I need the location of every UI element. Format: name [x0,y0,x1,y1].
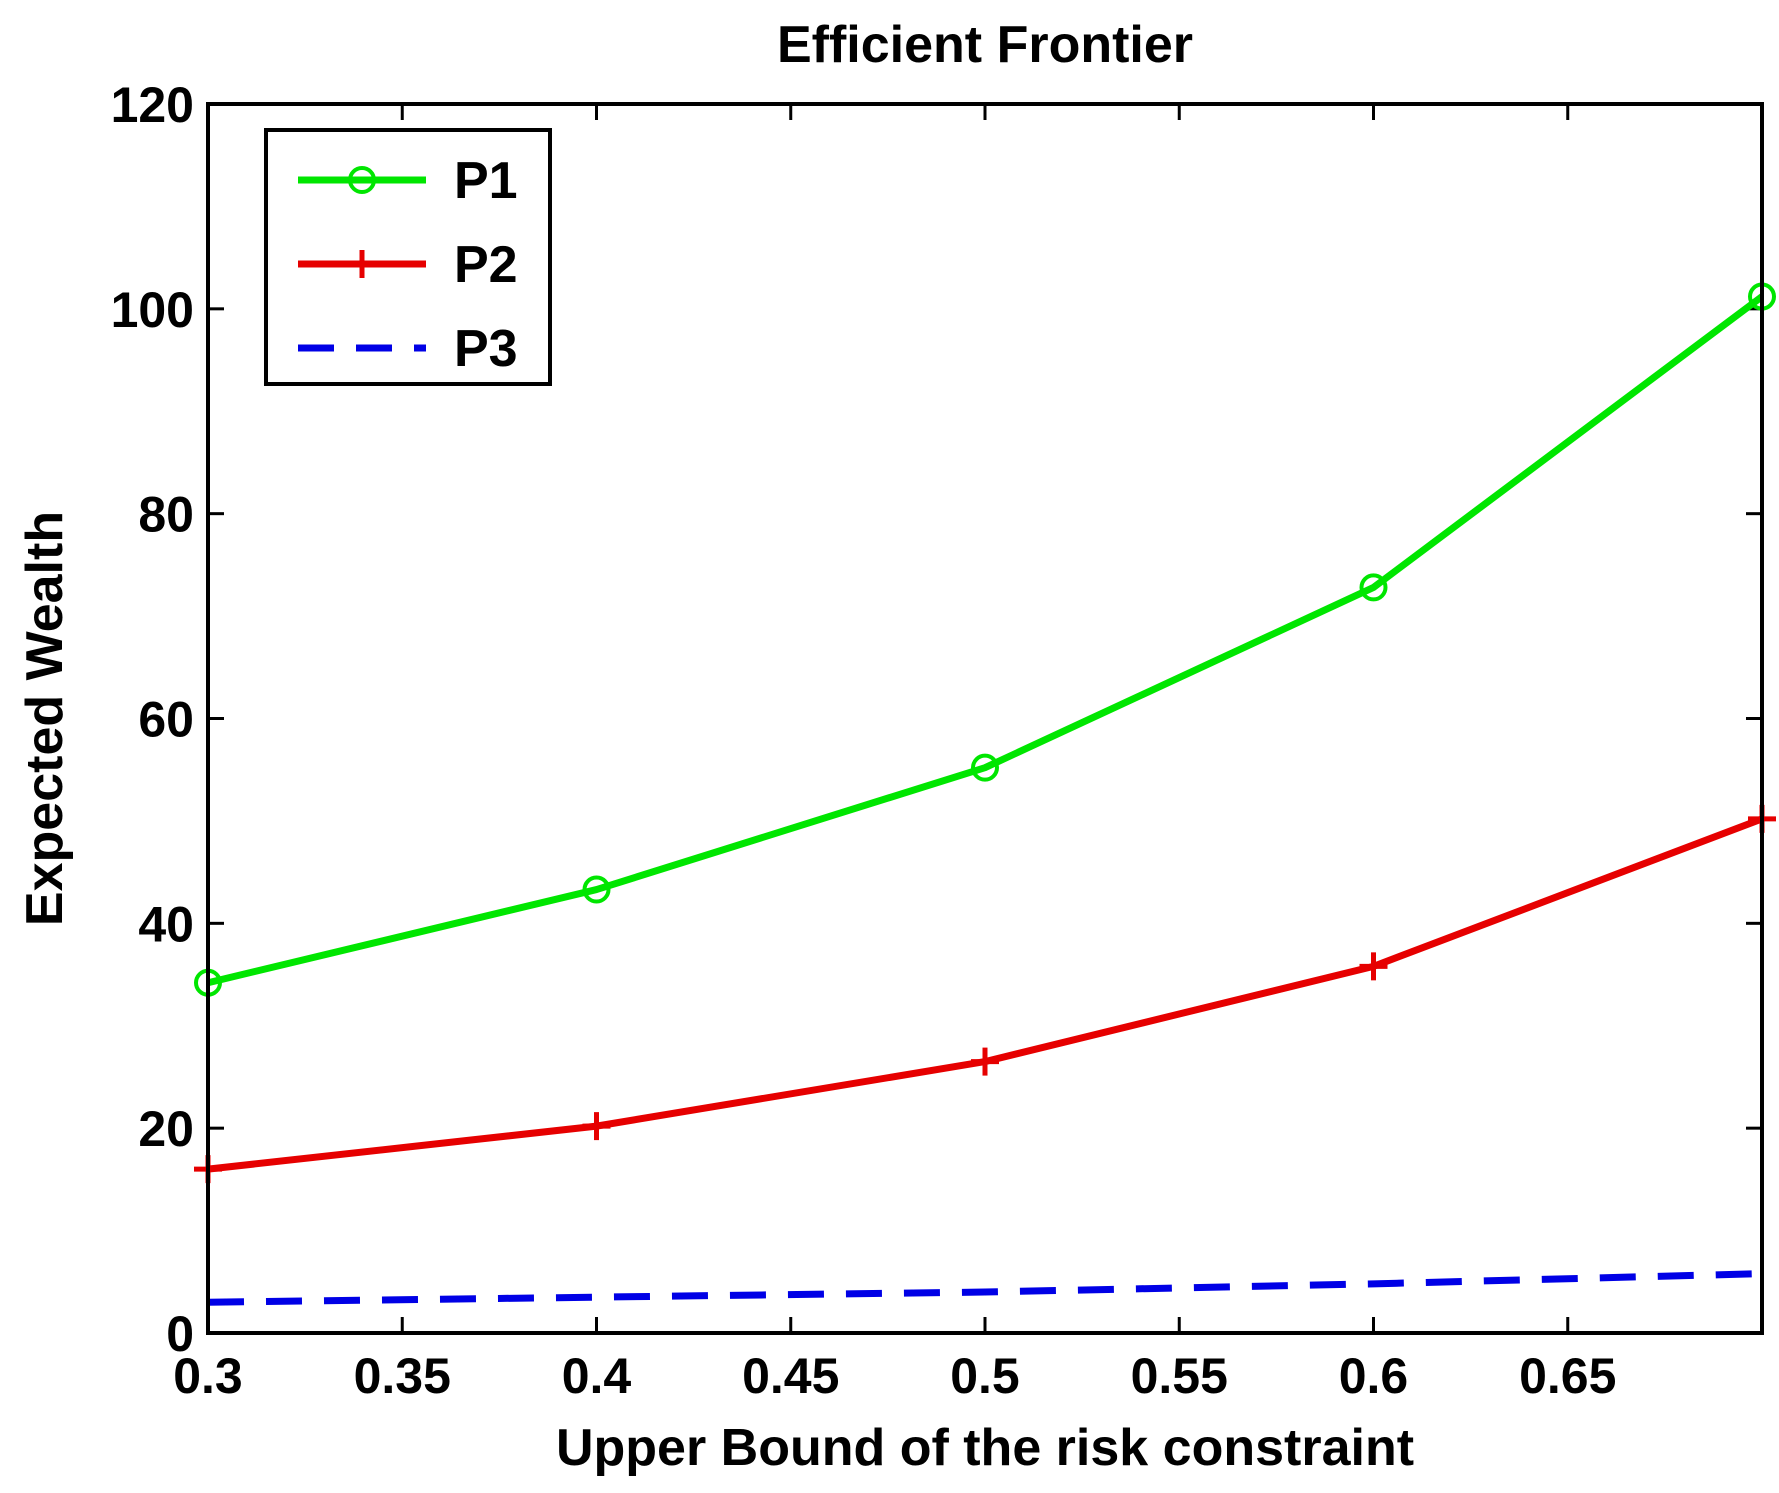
axis-ticks: 0.3 0.35 0.4 0.45 0.5 0.55 0.6 0.65 0 20 40 60 80 100… [111,77,1762,1404]
data-point-p1 [582,875,611,904]
x-tick-label: 0.5 [950,1348,1020,1404]
legend-item-p3: P3 [298,320,518,378]
series-p3 [207,1270,1763,1306]
legend-item-p2: P2 [298,236,518,294]
legend-label-p1: P1 [454,152,518,210]
legend-label-p3: P3 [454,320,518,378]
y-tick-label: 0 [166,1306,194,1362]
x-tick-label: 0.45 [742,1348,839,1404]
y-tick-label: 40 [138,896,194,952]
legend-box [264,128,552,386]
series-line-p3 [207,1270,1763,1306]
series-line-p1 [207,293,1765,987]
x-tick-label: 0.55 [1131,1348,1228,1404]
data-point-p2 [582,1112,611,1141]
plot-series [194,282,1776,1306]
legend-marker-p2 [348,250,376,278]
legend-marker-p1 [348,166,376,194]
y-tick-label: 60 [138,692,194,748]
x-tick-label: 0.4 [562,1348,632,1404]
legend-label-p2: P2 [454,236,518,294]
data-point-p1 [971,753,999,782]
data-point-p2 [1359,952,1388,981]
y-tick-label: 100 [111,282,194,338]
data-point-p2 [971,1047,999,1076]
x-axis-label: Upper Bound of the risk constraint [556,1419,1414,1477]
y-tick-label: 120 [111,77,194,133]
series-p2 [194,804,1776,1184]
y-axis-label: Expected Wealth [16,511,74,926]
x-tick-label: 0.35 [354,1348,451,1404]
legend: P1 P2 P3 [264,128,552,386]
series-p1 [194,282,1776,997]
y-tick-label: 20 [138,1101,194,1157]
y-tick-label: 80 [138,487,194,543]
x-tick-label: 0.6 [1339,1348,1409,1404]
chart-title: Efficient Frontier [777,16,1193,74]
data-point-p1 [1359,573,1388,602]
plot-frame [206,102,1764,1335]
x-tick-label: 0.3 [173,1348,243,1404]
series-line-p2 [207,815,1764,1173]
x-tick-label: 0.65 [1519,1348,1616,1404]
legend-item-p1: P1 [298,152,518,210]
